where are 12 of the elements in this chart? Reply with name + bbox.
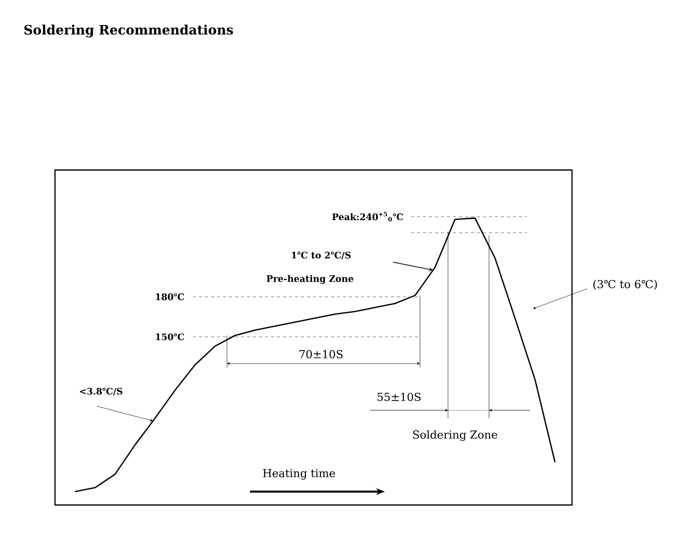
annotation: Pre-heating Zone — [266, 275, 354, 284]
ref-line-label: 180℃ — [156, 293, 184, 300]
text: (3℃ to 6℃) — [593, 280, 657, 290]
chart-title: Soldering Recommendations — [24, 24, 233, 38]
ref-line-label: Peak:240$^{+5}$$_{0}$℃ — [332, 212, 404, 222]
annotation: 70±10S — [300, 350, 343, 358]
annotation: Heating time — [263, 469, 335, 480]
annotation: Soldering Zone — [413, 430, 498, 441]
annotation: 55±10S — [378, 392, 421, 402]
annotation: 1℃ to 2℃/S — [292, 252, 351, 260]
ref-line-label: 150℃ — [156, 333, 184, 340]
annotation: <3.8℃/S — [80, 388, 122, 396]
